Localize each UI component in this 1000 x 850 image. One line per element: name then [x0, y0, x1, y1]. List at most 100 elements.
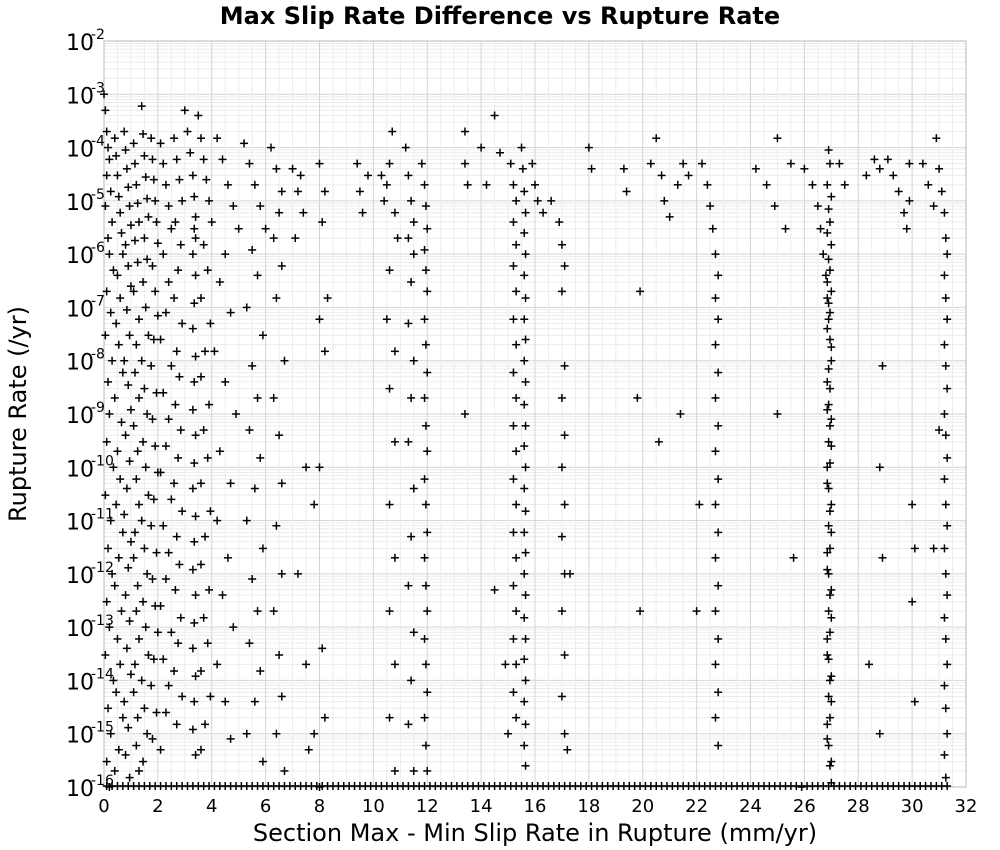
scatter-point [460, 127, 469, 136]
scatter-point [520, 655, 529, 664]
scatter-point [941, 704, 950, 713]
scatter-point [104, 544, 113, 553]
scatter-point [132, 180, 141, 189]
scatter-point [110, 393, 119, 402]
scatter-point [520, 569, 529, 578]
scatter-point [382, 180, 391, 189]
scatter-point [140, 384, 149, 393]
scatter-point [101, 651, 110, 660]
scatter-point [460, 159, 469, 168]
scatter-point [827, 500, 836, 509]
scatter-point [900, 208, 909, 217]
scatter-point [191, 591, 200, 600]
scatter-point [191, 212, 200, 221]
scatter-point [161, 308, 170, 317]
x-tick-label: 30 [901, 796, 924, 817]
scatter-point [256, 453, 265, 462]
scatter-point [114, 340, 123, 349]
scatter-point [417, 159, 426, 168]
scatter-point [190, 697, 199, 706]
scatter-point [129, 688, 138, 697]
scatter-point [125, 617, 134, 626]
scatter-point [539, 208, 548, 217]
scatter-point [941, 294, 950, 303]
scatter-point [112, 151, 121, 160]
scatter-point [633, 393, 642, 402]
scatter-point [203, 639, 212, 648]
scatter-point [188, 565, 197, 574]
scatter-point [248, 245, 257, 254]
scatter-point [823, 734, 832, 743]
scatter-point [393, 234, 402, 243]
scatter-point [161, 575, 170, 584]
scatter-point [935, 426, 944, 435]
scatter-point [711, 607, 720, 616]
y-tick-exponent: -4 [91, 134, 105, 150]
scatter-point [941, 569, 950, 578]
scatter-point [256, 667, 265, 676]
scatter-point [137, 516, 146, 525]
scatter-point [315, 159, 324, 168]
scatter-point [130, 368, 139, 377]
scatter-point [941, 361, 950, 370]
scatter-point [171, 218, 180, 227]
scatter-point [825, 421, 834, 430]
scatter-point [940, 208, 949, 217]
scatter-point [943, 384, 952, 393]
scatter-point [388, 127, 397, 136]
scatter-point [404, 234, 413, 243]
scatter-point [714, 528, 723, 537]
scatter-point [827, 697, 836, 706]
scatter-point [808, 180, 817, 189]
y-tick-label: 10-8 [66, 347, 105, 376]
scatter-point [104, 234, 113, 243]
scatter-point [248, 361, 257, 370]
scatter-point [875, 463, 884, 472]
scatter-point [130, 159, 139, 168]
scatter-point [385, 500, 394, 509]
scatter-point [253, 393, 262, 402]
scatter-point [161, 180, 170, 189]
scatter-point [190, 377, 199, 386]
scatter-point [226, 308, 235, 317]
scatter-point [143, 410, 152, 418]
scatter-point [196, 667, 205, 676]
scatter-point [178, 196, 187, 205]
scatter-point [196, 560, 205, 569]
scatter-point [509, 315, 518, 324]
scatter-point [512, 340, 521, 349]
scatter-point [191, 512, 200, 521]
x-tick-label: 14 [470, 796, 493, 817]
scatter-point [106, 308, 115, 317]
scatter-point [495, 148, 504, 157]
scatter-point [116, 208, 125, 217]
scatter-point [423, 688, 432, 697]
scatter-point [148, 415, 157, 424]
scatter-point [106, 187, 115, 196]
scatter-point [825, 335, 834, 344]
x-axis-ticks: 0 2 4 6 8 10 12 14 16 18 20 22 24 26 28 30 32 [98, 796, 977, 817]
y-tick-exponent: -5 [91, 187, 105, 203]
scatter-point [213, 134, 222, 143]
scatter-point [404, 437, 413, 446]
scatter-point [636, 607, 645, 616]
scatter-point [141, 463, 150, 472]
scatter-point [126, 537, 135, 546]
scatter-point [242, 303, 251, 312]
scatter-point [141, 303, 150, 312]
scatter-point [390, 553, 399, 562]
scatter-point [520, 741, 529, 750]
scatter-point [762, 180, 771, 189]
y-tick-label: 10-4 [66, 134, 105, 163]
scatter-point [377, 171, 386, 180]
scatter-point [657, 171, 666, 180]
scatter-point [560, 651, 569, 660]
y-tick-exponent: -15 [91, 720, 114, 736]
scatter-point [213, 516, 222, 525]
scatter-point [188, 725, 197, 734]
scatter-point [563, 745, 572, 754]
scatter-point [102, 597, 111, 606]
scatter-point [711, 250, 720, 259]
scatter-point [149, 335, 158, 344]
scatter-point [191, 271, 200, 280]
